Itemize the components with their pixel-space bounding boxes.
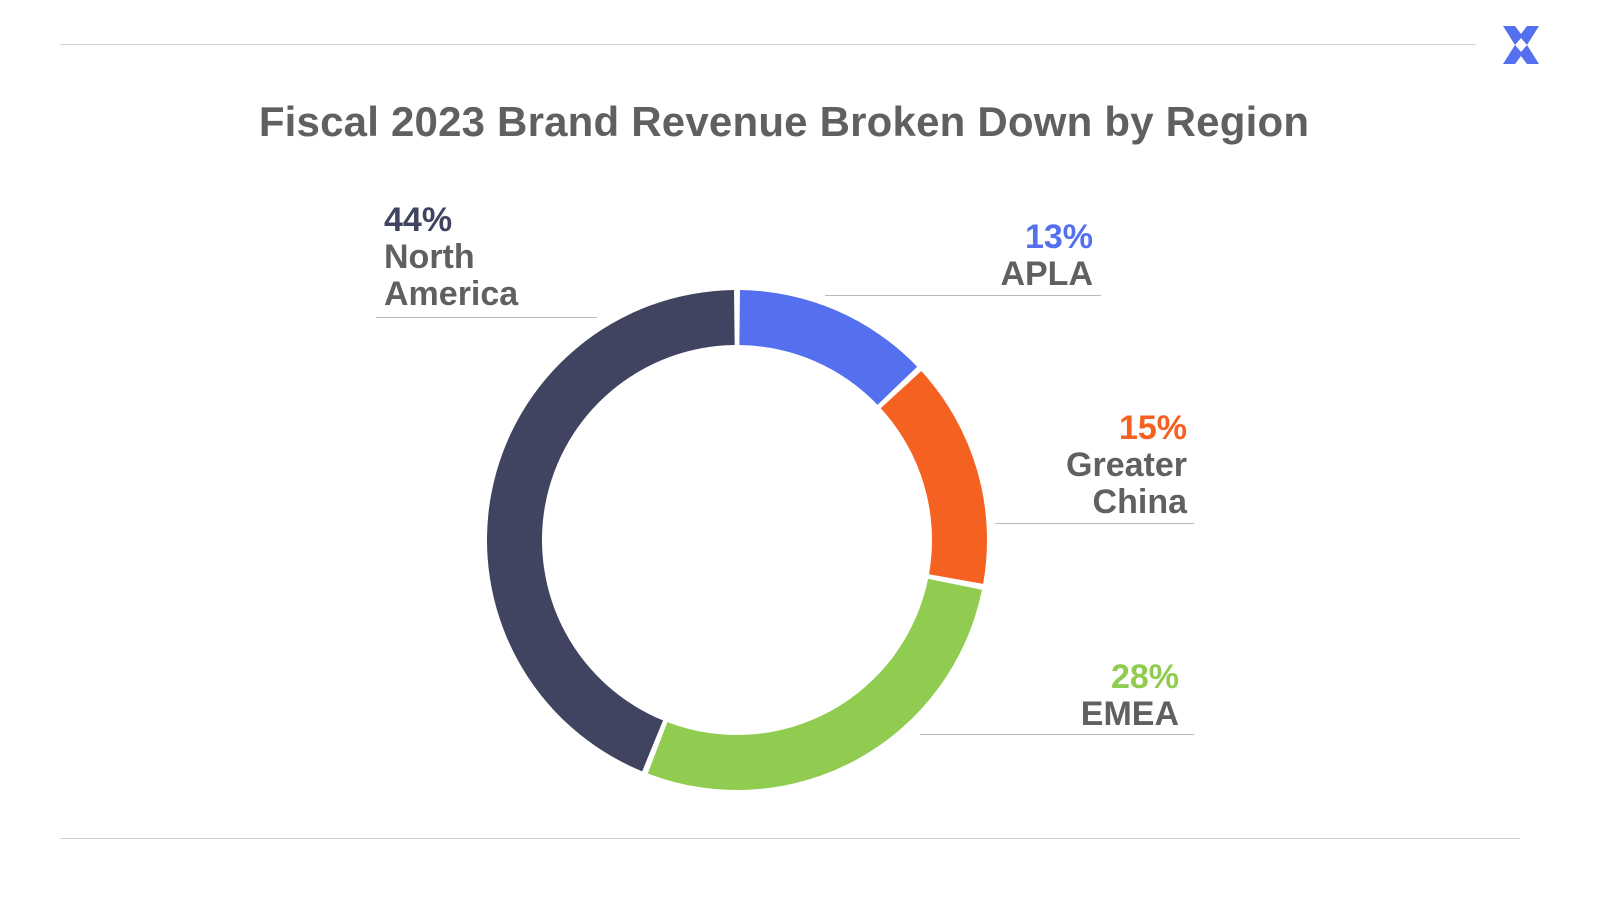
bottom-divider — [60, 838, 1520, 839]
slice-name-line: APLA — [1000, 255, 1093, 293]
slice-value-label: 15% — [1118, 409, 1187, 447]
slice-name-line: America — [384, 275, 519, 313]
donut-slice-north-america — [486, 290, 735, 772]
label-apla: 13% APLA — [900, 219, 1093, 293]
slice-name-line: Greater — [1066, 446, 1187, 484]
leader-line-apla — [825, 295, 1101, 296]
leader-line-greater-china — [995, 523, 1194, 524]
label-emea: 28% EMEA — [980, 659, 1179, 733]
slice-value-label: 13% — [1024, 218, 1093, 256]
leader-line-north-america — [376, 317, 597, 318]
leader-line-emea — [920, 734, 1194, 735]
x-cross-brand-logo-icon — [1503, 26, 1539, 64]
chart-title: Fiscal 2023 Brand Revenue Broken Down by… — [258, 98, 1310, 145]
donut-slice-apla — [739, 290, 918, 405]
label-north-america: 44% North America — [384, 202, 518, 313]
top-divider — [60, 44, 1476, 45]
donut-slice-greater-china — [880, 371, 987, 584]
slice-name-line: North — [384, 238, 475, 276]
slice-name-line: EMEA — [1080, 695, 1179, 733]
slice-value-label: 28% — [1110, 658, 1179, 696]
donut-slice-emea — [647, 578, 982, 790]
slice-name-line: China — [1092, 483, 1187, 521]
slice-value-label: 44% — [384, 201, 453, 239]
label-greater-china: 15% Greater China — [990, 410, 1187, 521]
